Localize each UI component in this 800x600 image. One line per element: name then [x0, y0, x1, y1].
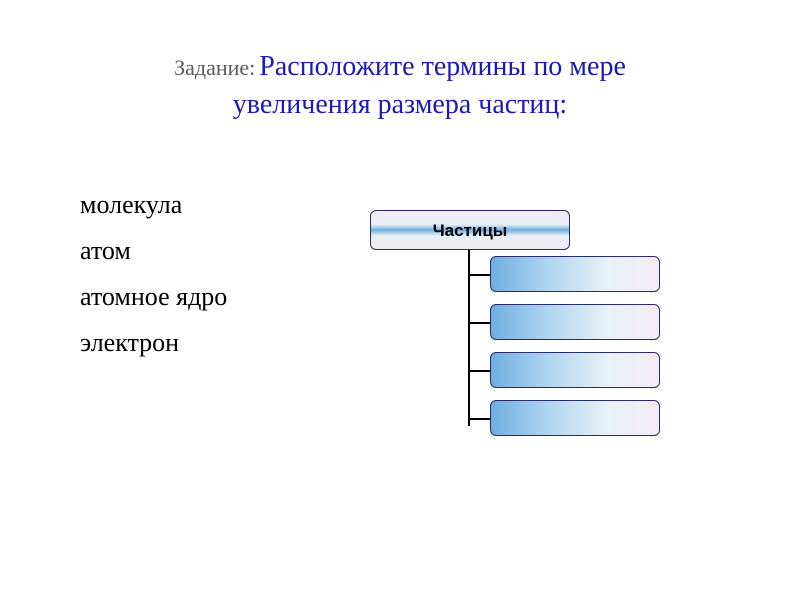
- title: Задание: Расположите термины по мере уве…: [0, 0, 800, 124]
- term-list: молекула атом атомное ядро электрон: [80, 190, 227, 374]
- connector-elbow: [468, 370, 490, 372]
- child-node: [490, 400, 660, 436]
- term-item: атомное ядро: [80, 282, 227, 312]
- child-node: [490, 256, 660, 292]
- term-item: электрон: [80, 328, 227, 358]
- connector-elbow: [468, 418, 490, 420]
- term-item: атом: [80, 236, 227, 266]
- child-node: [490, 352, 660, 388]
- connector-elbow: [468, 322, 490, 324]
- child-node: [490, 304, 660, 340]
- hierarchy-diagram: Частицы: [370, 210, 570, 442]
- title-main-2: увеличения размера частиц:: [233, 89, 567, 120]
- connector-elbow: [468, 274, 490, 276]
- root-node: Частицы: [370, 210, 570, 250]
- title-prefix: Задание:: [174, 55, 255, 80]
- title-main-1: Расположите термины по мере: [259, 51, 626, 82]
- term-item: молекула: [80, 190, 227, 220]
